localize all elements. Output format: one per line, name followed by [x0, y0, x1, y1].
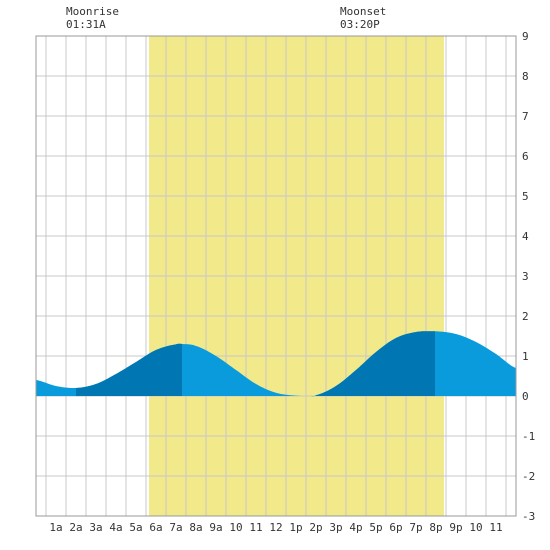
x-tick-label: 7a: [169, 521, 182, 534]
y-tick-label: 4: [522, 230, 529, 243]
x-tick-label: 5p: [369, 521, 382, 534]
tide-rising-segment-2: [311, 331, 435, 397]
x-tick-label: 11: [489, 521, 502, 534]
y-tick-label: 5: [522, 190, 529, 203]
x-tick-label: 7p: [409, 521, 422, 534]
tide-rising-segment-1: [76, 343, 182, 396]
y-tick-label: 3: [522, 270, 529, 283]
y-tick-label: -2: [522, 470, 535, 483]
x-tick-label: 4p: [349, 521, 362, 534]
x-tick-label: 1a: [49, 521, 62, 534]
moonrise-label: Moonrise 01:31A: [66, 5, 119, 31]
x-tick-label: 5a: [129, 521, 142, 534]
y-tick-label: 1: [522, 350, 529, 363]
moonrise-time: 01:31A: [66, 18, 106, 31]
moonset-label: Moonset 03:20P: [340, 5, 386, 31]
x-tick-label: 2p: [309, 521, 322, 534]
y-tick-label: 6: [522, 150, 529, 163]
x-tick-label: 3a: [89, 521, 102, 534]
y-tick-label: -1: [522, 430, 535, 443]
x-tick-label: 8a: [189, 521, 202, 534]
y-tick-label: 7: [522, 110, 529, 123]
y-tick-label: 0: [522, 390, 529, 403]
y-tick-label: -3: [522, 510, 535, 523]
x-tick-label: 6p: [389, 521, 402, 534]
moonset-time: 03:20P: [340, 18, 380, 31]
x-tick-label: 1p: [289, 521, 302, 534]
x-tick-label: 4a: [109, 521, 122, 534]
y-tick-label: 8: [522, 70, 529, 83]
x-tick-label: 10: [469, 521, 482, 534]
x-tick-label: 3p: [329, 521, 342, 534]
plot-border: [35, 35, 517, 517]
x-tick-label: 10: [229, 521, 242, 534]
x-tick-label: 11: [249, 521, 262, 534]
x-tick-label: 9a: [209, 521, 222, 534]
x-tick-label: 9p: [449, 521, 462, 534]
y-tick-label: 2: [522, 310, 529, 323]
y-tick-label: 9: [522, 30, 529, 43]
x-tick-label: 6a: [149, 521, 162, 534]
x-tick-label: 8p: [429, 521, 442, 534]
moonrise-title: Moonrise: [66, 5, 119, 18]
x-tick-label: 12: [269, 521, 282, 534]
x-tick-label: 2a: [69, 521, 82, 534]
moonset-title: Moonset: [340, 5, 387, 18]
